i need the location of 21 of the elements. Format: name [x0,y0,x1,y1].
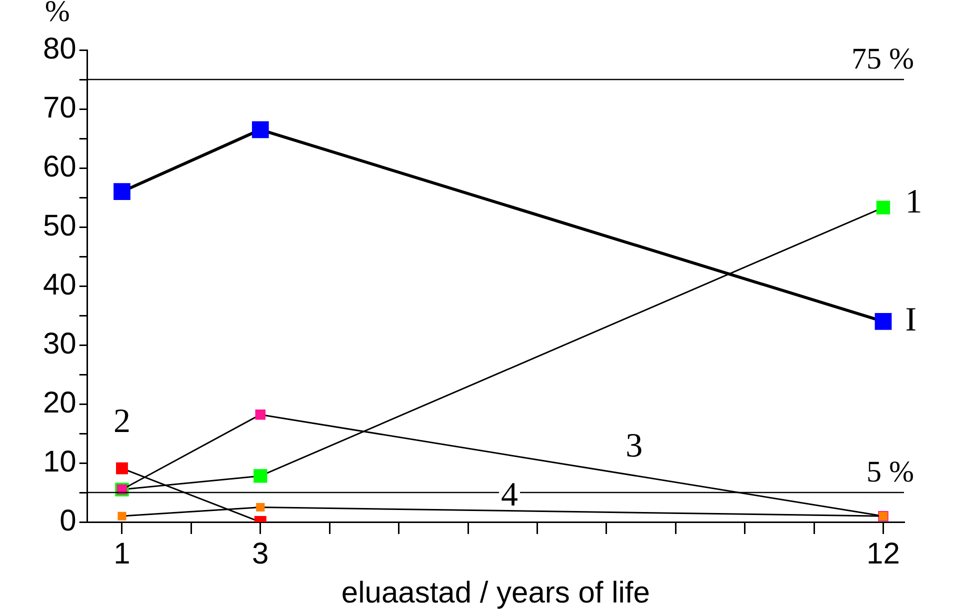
series-label: 4 [501,476,518,514]
y-tick-label: 70 [42,91,76,124]
x-tick-label: 12 [866,537,900,570]
x-tick-label: 3 [252,537,269,570]
ref-line-label: 5 % [866,455,914,488]
y-tick-label: 30 [42,327,76,360]
y-axis-title: % [44,0,70,28]
y-tick-label: 80 [42,32,76,66]
y-tick-label: 0 [60,504,76,538]
ref-line-label: 75 % [852,42,914,76]
x-tick-label: 1 [114,537,130,570]
y-tick-label: 60 [42,150,76,184]
y-tick-label: 20 [42,386,76,420]
series-label: 2 [113,403,130,440]
x-axis-title: eluaastad / years of life [341,576,650,610]
series-label: 3 [626,427,643,464]
y-tick-label: 50 [42,209,76,242]
y-tick-label: 10 [42,445,76,478]
y-tick-label: 40 [42,268,76,302]
series-label: 1 [905,183,922,220]
series-label: I [905,301,917,338]
